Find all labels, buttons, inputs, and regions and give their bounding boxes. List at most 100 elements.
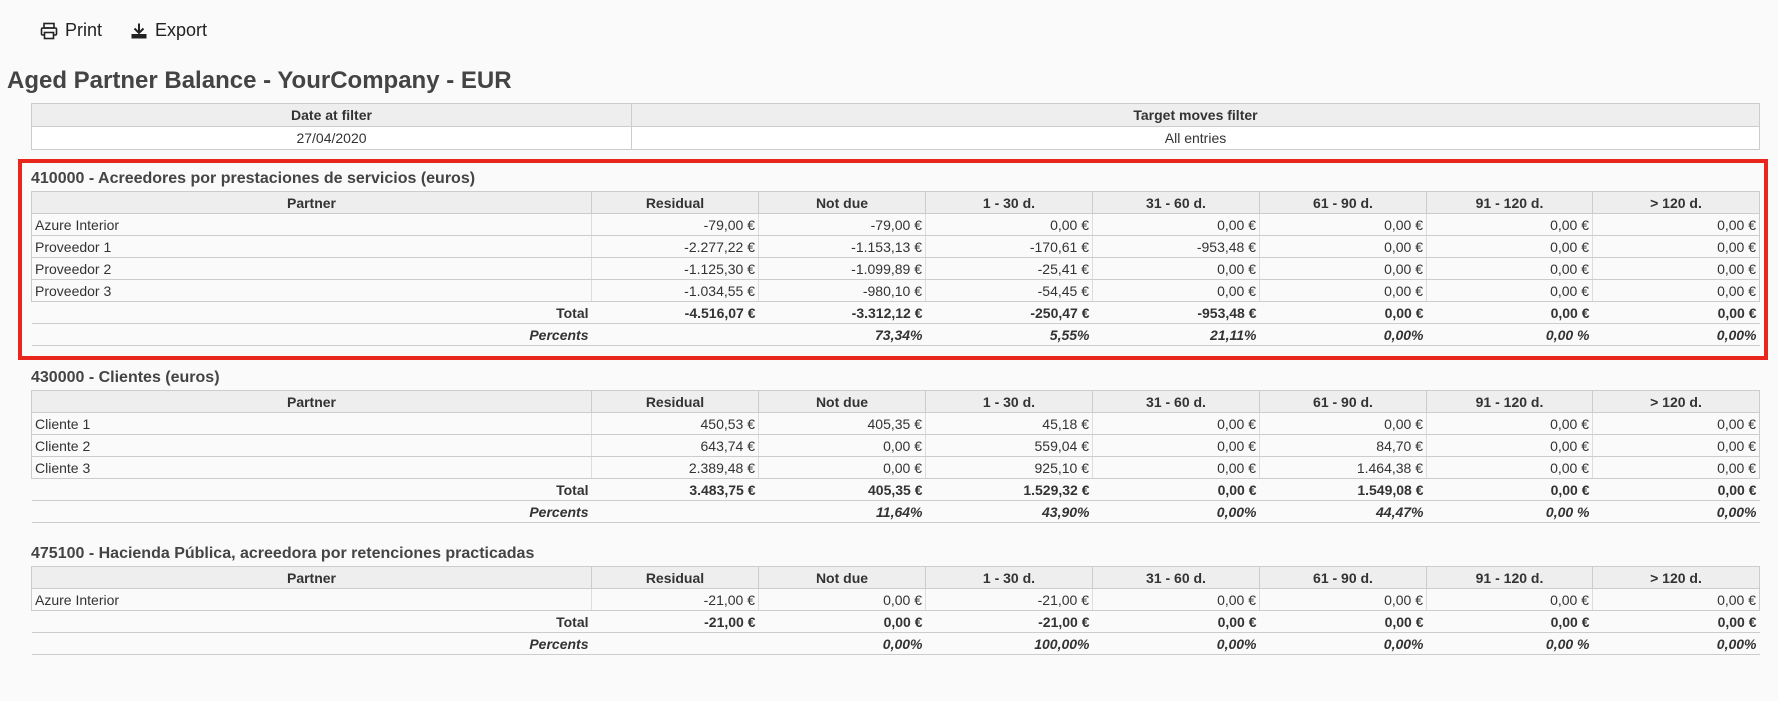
filter-header-date: Date at filter bbox=[31, 103, 632, 127]
column-header: Partner bbox=[31, 191, 592, 214]
total-row-cell: 0,00 € bbox=[1592, 610, 1760, 633]
amount-cell: -953,48 € bbox=[1092, 235, 1260, 258]
total-row-cell: -21,00 € bbox=[925, 610, 1093, 633]
filters-table: Date at filter Target moves filter 27/04… bbox=[31, 103, 1760, 150]
column-header: 61 - 90 d. bbox=[1259, 566, 1427, 589]
total-row-cell: 1.529,32 € bbox=[925, 478, 1093, 501]
percents-row: Percents 11,64% 43,90% 0,00% 44,47% 0,00 % 0,0… bbox=[31, 500, 1760, 523]
amount-cell: 0,00 € bbox=[1592, 412, 1760, 435]
percents-row-cell: 0,00% bbox=[1259, 323, 1427, 346]
amount-cell: -170,61 € bbox=[925, 235, 1093, 258]
amount-cell: -1.099,89 € bbox=[758, 257, 926, 280]
total-row-cell: 405,35 € bbox=[758, 478, 926, 501]
partner-name: Proveedor 3 bbox=[31, 279, 592, 302]
percents-row-cell: 11,64% bbox=[758, 500, 926, 523]
amount-cell: 0,00 € bbox=[758, 588, 926, 611]
percents-row-cell: 0,00 % bbox=[1426, 500, 1593, 523]
amount-cell: -21,00 € bbox=[925, 588, 1093, 611]
percents-row-cell: 0,00% bbox=[1592, 323, 1760, 346]
total-row-cell: 0,00 € bbox=[1259, 610, 1427, 633]
column-header: Partner bbox=[31, 566, 592, 589]
amount-cell: 0,00 € bbox=[925, 213, 1093, 236]
partner-row: Proveedor 1 -2.277,22 € -1.153,13 € -170,61… bbox=[31, 235, 1760, 258]
total-row-cell: -21,00 € bbox=[591, 610, 759, 633]
filter-header-target-moves: Target moves filter bbox=[631, 103, 1760, 127]
partner-row: Cliente 2 643,74 €0,00 €559,04 €0,00 €84,… bbox=[31, 434, 1760, 457]
account-table: Partner Residual Not due 1 - 30 d. 31 - 60 d… bbox=[31, 390, 1760, 523]
filter-value-target-moves: All entries bbox=[631, 126, 1760, 150]
total-row-cell: -250,47 € bbox=[925, 301, 1093, 324]
percents-row-cell: 0,00% bbox=[1592, 500, 1760, 523]
amount-cell: -1.125,30 € bbox=[591, 257, 759, 280]
column-header: 61 - 90 d. bbox=[1259, 191, 1427, 214]
partner-name: Azure Interior bbox=[31, 588, 592, 611]
amount-cell: 2.389,48 € bbox=[591, 456, 759, 479]
amount-cell: 0,00 € bbox=[1426, 434, 1593, 457]
percents-row-cell: 43,90% bbox=[925, 500, 1093, 523]
amount-cell: 1.464,38 € bbox=[1259, 456, 1427, 479]
total-row-cell: 1.549,08 € bbox=[1259, 478, 1427, 501]
amount-cell: 0,00 € bbox=[1592, 456, 1760, 479]
print-button[interactable]: Print bbox=[40, 20, 102, 41]
total-row: Total 3.483,75 €405,35 €1.529,32 € 0,00 €1… bbox=[31, 478, 1760, 501]
partner-row: Azure Interior -79,00 € -79,00 €0,00 €0,00… bbox=[31, 213, 1760, 236]
account-table: Partner Residual Not due 1 - 30 d. 31 - 60 d… bbox=[31, 191, 1760, 346]
printer-icon bbox=[40, 22, 58, 39]
total-row: Total -4.516,07 € -3.312,12 € -250,47 € -953… bbox=[31, 301, 1760, 324]
column-header: Residual bbox=[591, 191, 759, 214]
amount-cell: 450,53 € bbox=[591, 412, 759, 435]
column-header: 1 - 30 d. bbox=[925, 191, 1093, 214]
column-header: Partner bbox=[31, 390, 592, 413]
amount-cell: 0,00 € bbox=[1592, 235, 1760, 258]
amount-cell: 405,35 € bbox=[758, 412, 926, 435]
percents-row: Percents 73,34% 5,55% 21,11% 0,00% 0,00 % 0,00… bbox=[31, 323, 1760, 346]
total-row-cell: 0,00 € bbox=[1426, 610, 1593, 633]
account-title: 410000 - Acreedores por prestaciones de … bbox=[31, 170, 476, 187]
percents-row-cell bbox=[591, 632, 759, 655]
amount-cell: -1.034,55 € bbox=[591, 279, 759, 302]
total-row-cell: 0,00 € bbox=[1259, 301, 1427, 324]
amount-cell: -79,00 € bbox=[591, 213, 759, 236]
percents-row-cell: 73,34% bbox=[758, 323, 926, 346]
total-row-cell: 0,00 € bbox=[1092, 610, 1260, 633]
percents-row: Percents 0,00% 100,00% 0,00% 0,00% 0,00 % 0,00… bbox=[31, 632, 1760, 655]
amount-cell: 0,00 € bbox=[758, 456, 926, 479]
amount-cell: -980,10 € bbox=[758, 279, 926, 302]
amount-cell: 0,00 € bbox=[1426, 456, 1593, 479]
total-row-cell: 0,00 € bbox=[1426, 478, 1593, 501]
column-header: 91 - 120 d. bbox=[1426, 566, 1593, 589]
total-row-cell: 3.483,75 € bbox=[591, 478, 759, 501]
total-row-cell: -4.516,07 € bbox=[591, 301, 759, 324]
amount-cell: 0,00 € bbox=[1259, 412, 1427, 435]
amount-cell: 0,00 € bbox=[1092, 279, 1260, 302]
account-section: 475100 - Hacienda Pública, acreedora por… bbox=[31, 542, 1760, 655]
amount-cell: -79,00 € bbox=[758, 213, 926, 236]
column-header: 1 - 30 d. bbox=[925, 390, 1093, 413]
amount-cell: 0,00 € bbox=[1592, 588, 1760, 611]
export-button[interactable]: Export bbox=[130, 20, 207, 41]
total-row-label: Total bbox=[31, 478, 592, 501]
column-header: > 120 d. bbox=[1592, 390, 1760, 413]
amount-cell: 0,00 € bbox=[1092, 434, 1260, 457]
column-header: 31 - 60 d. bbox=[1092, 390, 1260, 413]
account-section: 410000 - Acreedores por prestaciones de … bbox=[31, 167, 1760, 346]
total-row: Total -21,00 €0,00 € -21,00 €0,00 €0,00 €0… bbox=[31, 610, 1760, 633]
total-row-cell: 0,00 € bbox=[1426, 301, 1593, 324]
amount-cell: 0,00 € bbox=[1592, 213, 1760, 236]
percents-row-label: Percents bbox=[31, 500, 592, 523]
amount-cell: 0,00 € bbox=[1426, 588, 1593, 611]
export-label: Export bbox=[155, 20, 208, 40]
partner-row: Cliente 3 2.389,48 €0,00 €925,10 €0,00 €1… bbox=[31, 456, 1760, 479]
total-row-cell: -953,48 € bbox=[1092, 301, 1260, 324]
percents-row-cell: 0,00% bbox=[1092, 500, 1260, 523]
amount-cell: 925,10 € bbox=[925, 456, 1093, 479]
percents-row-cell bbox=[591, 323, 759, 346]
column-header: Not due bbox=[758, 390, 926, 413]
column-header: > 120 d. bbox=[1592, 566, 1760, 589]
filter-value-date: 27/04/2020 bbox=[31, 126, 632, 150]
amount-cell: 0,00 € bbox=[1426, 412, 1593, 435]
amount-cell: 0,00 € bbox=[1092, 456, 1260, 479]
total-row-cell: 0,00 € bbox=[758, 610, 926, 633]
amount-cell: 0,00 € bbox=[1426, 235, 1593, 258]
partner-name: Cliente 2 bbox=[31, 434, 592, 457]
